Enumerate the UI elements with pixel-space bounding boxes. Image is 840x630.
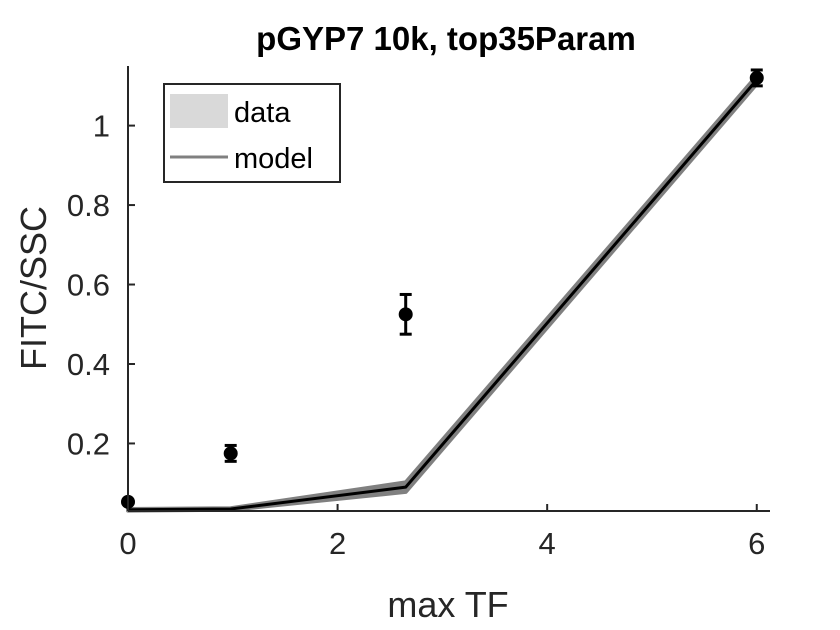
y-tick-label: 0.8 (67, 188, 110, 223)
data-point (223, 446, 238, 461)
x-tick-label: 2 (329, 526, 346, 561)
x-tick-label: 6 (748, 526, 765, 561)
x-axis-label: max TF (387, 584, 508, 625)
y-tick-label: 1 (93, 109, 110, 144)
x-tick-label: 4 (539, 526, 556, 561)
y-tick-label: 0.4 (67, 347, 110, 382)
legend-data-label: data (234, 97, 291, 129)
x-tick-label: 0 (119, 526, 136, 561)
y-ticks: 0.2 0.4 0.6 0.8 1 (67, 109, 135, 461)
data-point (398, 307, 413, 322)
y-axis-label: FITC/SSC (13, 206, 54, 370)
legend-model-label: model (234, 143, 313, 175)
y-tick-label: 0.6 (67, 268, 110, 303)
model-line (127, 78, 758, 512)
legend: data model (163, 83, 341, 183)
x-ticks: 0 2 4 6 (119, 504, 765, 561)
y-tick-label: 0.2 (67, 426, 110, 461)
data-point (749, 70, 764, 85)
chart-title: pGYP7 10k, top35Param (256, 20, 636, 57)
legend-data-swatch (170, 94, 228, 128)
